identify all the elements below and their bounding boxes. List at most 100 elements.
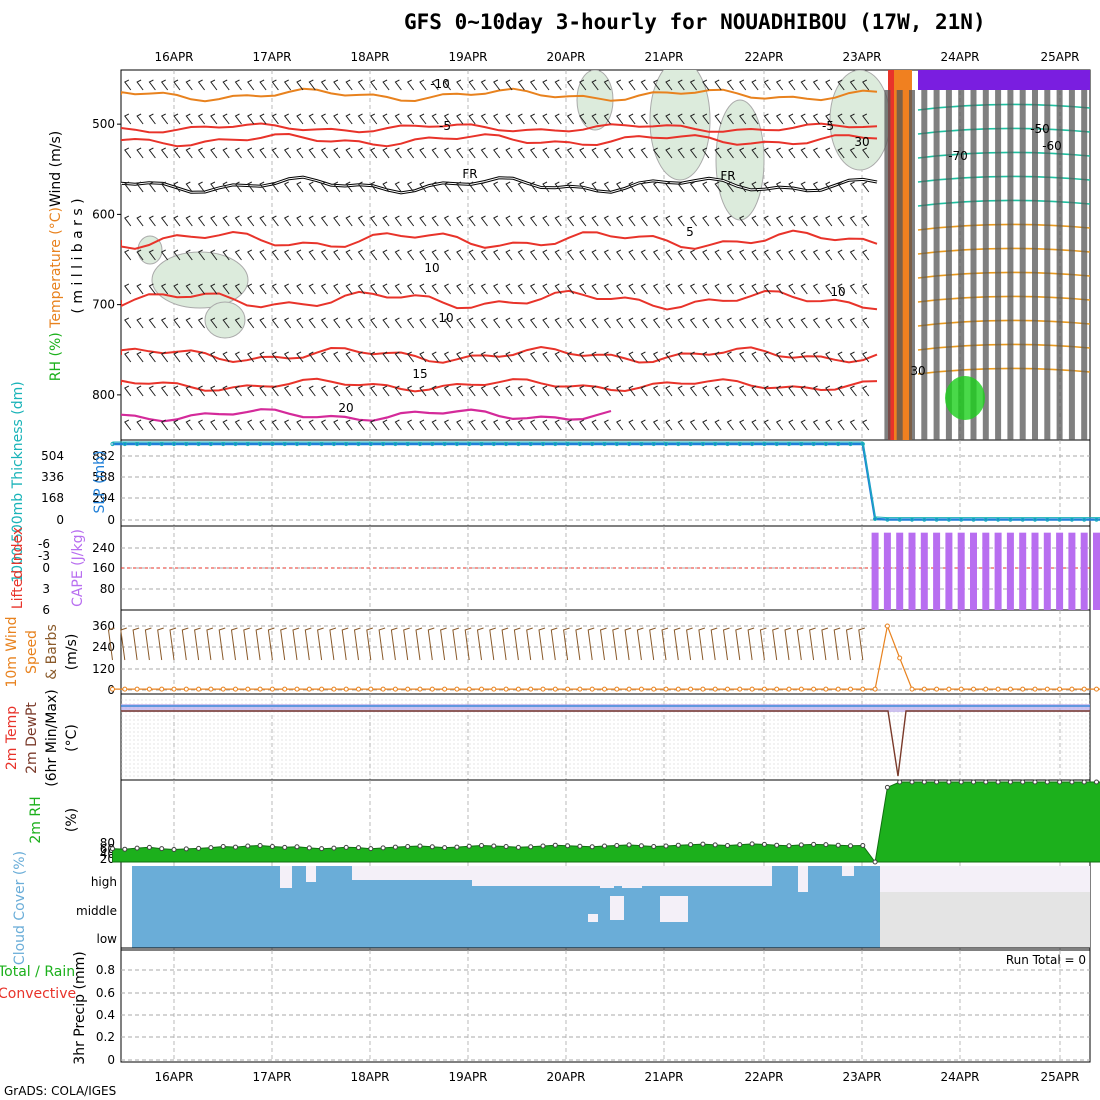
- upper-wind-barb: [763, 181, 771, 193]
- upper-wind-barb: [493, 181, 501, 193]
- rh-point: [946, 779, 952, 785]
- upper-wind-barb: [197, 181, 205, 193]
- upper-wind-barb: [480, 249, 488, 261]
- upper-wind-barb: [862, 79, 870, 91]
- upper-wind-barb: [406, 249, 415, 261]
- slp-point: [676, 441, 681, 447]
- wind-speed-point: [614, 686, 620, 692]
- wind-barb-10m: [722, 627, 730, 661]
- upper-wind-barb: [652, 181, 661, 193]
- upper-wind-barb: [603, 79, 611, 91]
- upper-wind-barb: [751, 249, 759, 261]
- upper-wind-barb: [320, 385, 328, 397]
- upper-wind-barb: [505, 147, 513, 159]
- upper-wind-barb: [788, 113, 796, 125]
- wind-barb-10m: [501, 627, 509, 661]
- upper-wind-barb: [849, 249, 857, 261]
- wind-speed-point: [196, 686, 202, 692]
- upper-wind-barb: [406, 351, 415, 363]
- upper-wind-barb: [394, 249, 402, 261]
- upper-wind-barb: [640, 419, 648, 431]
- upper-wind-barb: [677, 113, 685, 125]
- upper-wind-barb: [419, 215, 427, 227]
- upper-wind-barb: [665, 147, 673, 159]
- upper-wind-barb: [247, 419, 255, 431]
- upper-wind-barb: [862, 181, 870, 193]
- upper-wind-barb: [173, 79, 181, 91]
- upper-wind-barb: [493, 79, 501, 91]
- upper-wind-barb: [751, 419, 759, 431]
- wind-barb-10m: [673, 627, 681, 661]
- upper-wind-barb: [652, 113, 661, 125]
- rh-point: [429, 844, 435, 850]
- upper-wind-barb: [320, 113, 328, 125]
- upper-wind-barb: [677, 351, 685, 363]
- cloud-clear-gap: [352, 866, 472, 880]
- upper-wind-barb: [825, 147, 833, 159]
- upper-wind-barb: [849, 79, 857, 91]
- rh-contour-shade: [137, 235, 163, 265]
- upper-wind-barb: [751, 79, 759, 91]
- contour-label: -5: [822, 119, 834, 133]
- cape-bar: [1006, 532, 1014, 610]
- rh-point: [159, 846, 165, 852]
- wind-speed-point: [442, 686, 448, 692]
- upper-wind-barb: [652, 283, 661, 295]
- slp-point: [528, 441, 533, 447]
- wind-barb-10m: [649, 627, 656, 661]
- upper-wind-barb: [849, 351, 857, 363]
- upper-wind-barb: [505, 249, 513, 261]
- upper-wind-barb: [247, 283, 255, 295]
- wind-speed-point: [331, 686, 337, 692]
- upper-wind-barb: [320, 249, 328, 261]
- x-tick-bottom: 20APR: [546, 1070, 585, 1084]
- wind-speed-point: [233, 686, 238, 692]
- upper-wind-barb: [751, 385, 759, 397]
- upper-wind-barb: [689, 249, 697, 261]
- rh-point: [1032, 779, 1038, 785]
- upper-wind-barb: [185, 351, 193, 363]
- upper-wind-barb: [456, 249, 464, 261]
- wind-speed-point: [786, 686, 792, 692]
- rh-point: [331, 845, 337, 851]
- upper-wind-barb: [345, 419, 353, 431]
- upper-wind-barb: [652, 317, 661, 329]
- upper-wind-barb: [431, 317, 439, 329]
- upper-wind-barb: [849, 419, 857, 431]
- upper-wind-barb: [124, 147, 132, 159]
- upper-wind-barb: [677, 79, 685, 91]
- wind-barb-10m: [452, 627, 460, 661]
- wind-barb-10m: [132, 627, 140, 661]
- upper-wind-barb: [775, 113, 784, 125]
- wind-speed-point: [663, 686, 669, 692]
- wind-speed-point: [983, 686, 989, 692]
- upper-wind-barb: [579, 215, 587, 227]
- upper-wind-barb: [763, 147, 771, 159]
- precip-legend-total: Total / Rain: [0, 964, 75, 980]
- upper-wind-barb: [308, 317, 316, 329]
- upper-wind-barb: [197, 283, 205, 295]
- upper-wind-barb: [185, 113, 193, 125]
- rh-point: [466, 843, 472, 849]
- upper-wind-barb: [517, 317, 525, 329]
- wind-speed-point: [208, 686, 214, 692]
- wind-barb-10m: [304, 627, 312, 661]
- cloud-clear-gap: [588, 914, 598, 922]
- upper-wind-barb: [210, 249, 218, 261]
- wind-speed-point: [700, 686, 706, 692]
- upper-wind-barb: [800, 351, 808, 363]
- rh-point: [442, 845, 448, 851]
- slp-point: [110, 441, 115, 447]
- upper-wind-barb: [554, 147, 562, 159]
- upper-wind-barb: [726, 249, 734, 261]
- rh-point: [626, 842, 632, 848]
- upper-wind-barb: [271, 79, 279, 91]
- upper-wind-barb: [529, 249, 538, 261]
- rh-point: [983, 779, 989, 785]
- upper-wind-barb: [689, 351, 697, 363]
- upper-wind-barb: [113, 80, 119, 90]
- upper-wind-barb: [480, 113, 488, 125]
- upper-wind-barb: [185, 419, 193, 431]
- y-tick-lifted-index: -6: [38, 537, 50, 551]
- upper-wind-barb: [505, 419, 513, 431]
